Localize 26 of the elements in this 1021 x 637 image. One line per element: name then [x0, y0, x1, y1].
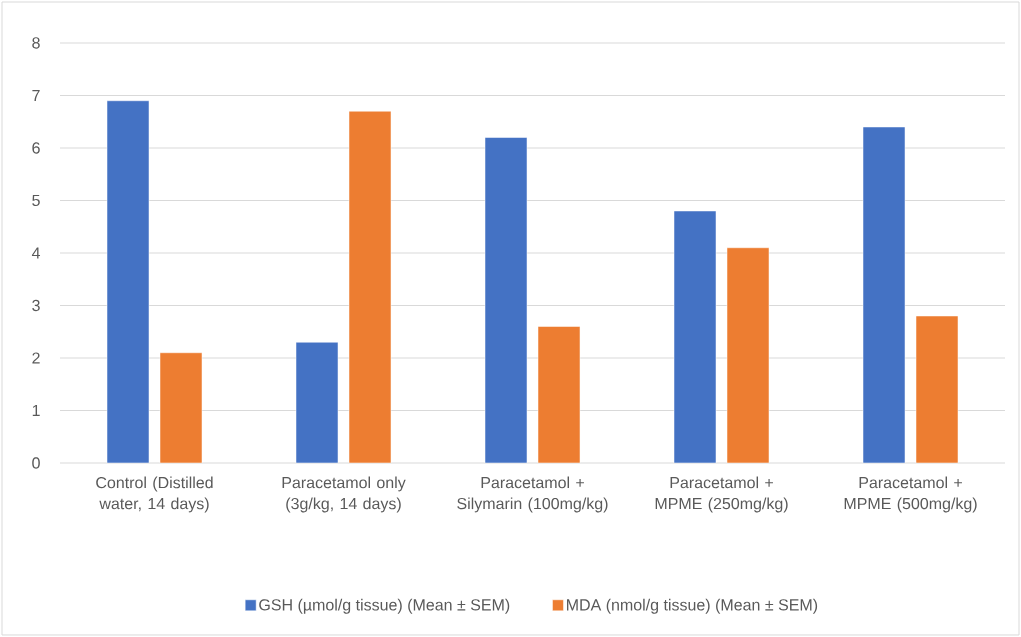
y-tick-label: 0 [32, 457, 40, 469]
bar [862, 126, 906, 463]
y-tick-label: 5 [32, 194, 40, 207]
bar [726, 247, 770, 463]
x-tick-label: Paracetamol + MPME (500mg/kg) [844, 476, 977, 513]
y-tick-label: 3 [32, 299, 40, 312]
bar [106, 100, 150, 463]
y-tick-label: 1 [32, 404, 40, 416]
y-tick-label: 2 [32, 352, 40, 364]
bar [673, 210, 717, 463]
legend-label: MDA (nmol/g tissue) (Mean ± SEM) [567, 598, 818, 614]
legend-label: GSH (µmol/g tissue) (Mean ± SEM) [259, 598, 510, 614]
y-tick-label: 8 [32, 37, 40, 49]
bar [484, 137, 528, 463]
x-tick-label: Paracetamol only (3g/kg, 14 days) [282, 476, 406, 513]
bar [915, 315, 959, 463]
y-tick-label: 7 [32, 89, 40, 101]
y-tick-label: 4 [31, 247, 41, 259]
y-tick-label: 6 [32, 142, 40, 154]
x-tick-label: Paracetamol + MPME (250mg/kg) [655, 476, 788, 513]
bar [159, 352, 203, 463]
bar [537, 326, 581, 463]
x-tick-label: Control (Distilled water, 14 days) [96, 476, 213, 513]
bar [348, 110, 392, 463]
bar [295, 341, 339, 463]
x-tick-label: Paracetamol + Silymarin (100mg/kg) [457, 476, 608, 513]
